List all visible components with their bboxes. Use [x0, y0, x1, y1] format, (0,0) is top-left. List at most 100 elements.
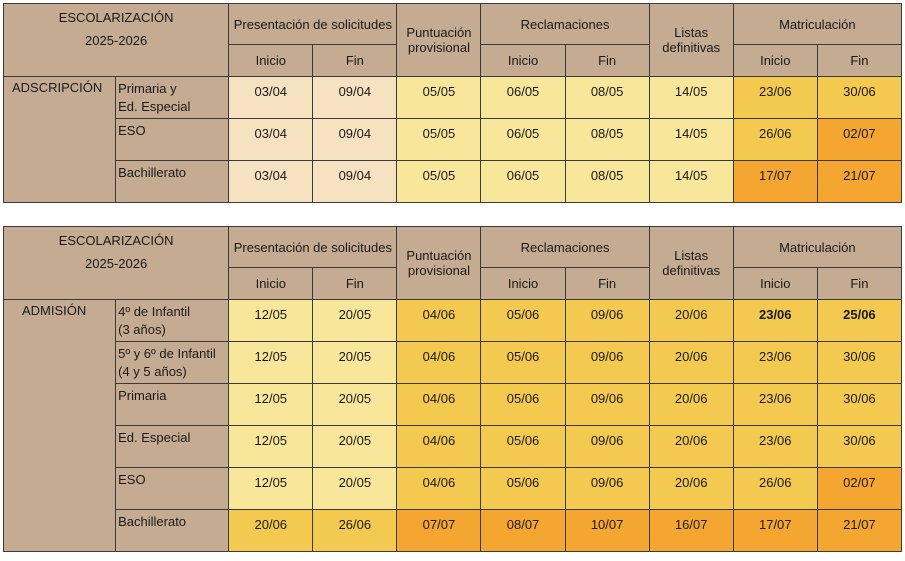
date-cell: 05/06	[480, 383, 566, 426]
title-cell: ESCOLARIZACIÓN 2025-2026	[2, 3, 230, 77]
date-cell: 30/06	[816, 76, 903, 119]
date-cell: 25/06	[816, 299, 903, 342]
header-fin: Fin	[564, 267, 650, 300]
level-label: Ed. Especial	[115, 425, 230, 468]
date-cell: 04/06	[396, 383, 482, 426]
header-puntuacion: Puntuación provisional	[396, 226, 482, 300]
date-cell: 20/06	[648, 467, 734, 510]
date-cell: 14/05	[648, 76, 734, 119]
date-cell: 09/04	[312, 118, 398, 161]
date-cell: 26/06	[732, 118, 818, 161]
date-cell: 26/06	[312, 509, 398, 552]
header-listas-line2: definitivas	[662, 263, 721, 278]
header-fin: Fin	[312, 267, 398, 300]
level-label: Primaria y Ed. Especial	[115, 76, 230, 119]
date-cell: 03/04	[228, 76, 314, 119]
header-matriculacion: Matriculación	[732, 226, 903, 268]
level-line1: ESO	[118, 472, 146, 487]
header-fin: Fin	[312, 44, 398, 77]
level-line1: 5º y 6º de Infantil	[118, 346, 216, 361]
date-cell: 09/06	[564, 341, 650, 384]
date-cell: 04/06	[396, 467, 482, 510]
date-cell: 07/07	[396, 509, 482, 552]
date-cell: 05/05	[396, 118, 482, 161]
date-cell: 23/06	[732, 341, 818, 384]
date-cell: 04/06	[396, 425, 482, 468]
date-cell: 21/07	[816, 509, 903, 552]
date-cell: 09/06	[564, 299, 650, 342]
date-cell: 02/07	[816, 118, 903, 161]
date-cell: 02/07	[816, 467, 903, 510]
date-cell: 23/06	[732, 383, 818, 426]
admision-table: ESCOLARIZACIÓN 2025-2026 Presentación de…	[2, 226, 903, 552]
date-cell: 20/06	[648, 425, 734, 468]
date-cell: 12/05	[228, 467, 314, 510]
level-line2: Ed. Especial	[118, 99, 191, 114]
level-line1: Bachillerato	[118, 514, 187, 529]
title-line2: 2025-2026	[85, 33, 148, 48]
date-cell: 12/05	[228, 341, 314, 384]
date-cell: 23/06	[732, 76, 818, 119]
level-line1: Primaria	[118, 388, 167, 403]
title-cell: ESCOLARIZACIÓN 2025-2026	[2, 226, 230, 300]
date-cell: 08/05	[564, 76, 650, 119]
header-inicio: Inicio	[480, 267, 566, 300]
date-cell: 20/06	[648, 383, 734, 426]
date-cell: 12/05	[228, 383, 314, 426]
level-label: Bachillerato	[115, 160, 230, 203]
header-fin: Fin	[564, 44, 650, 77]
header-listas: Listas definitivas	[648, 3, 734, 77]
header-puntuacion-line2: provisional	[407, 40, 471, 55]
date-cell: 09/06	[564, 425, 650, 468]
header-inicio: Inicio	[228, 267, 314, 300]
date-cell: 14/05	[648, 118, 734, 161]
level-label: ESO	[115, 118, 230, 161]
date-cell: 05/06	[480, 425, 566, 468]
header-listas-line1: Listas	[674, 25, 709, 40]
date-cell: 05/06	[480, 299, 566, 342]
header-inicio: Inicio	[732, 44, 818, 77]
date-cell: 17/07	[732, 509, 818, 552]
date-cell: 20/06	[648, 341, 734, 384]
level-line1: ESO	[118, 123, 146, 138]
level-label: Bachillerato	[115, 509, 230, 552]
level-line1: Primaria y	[118, 81, 177, 96]
date-cell: 21/07	[816, 160, 903, 203]
date-cell: 20/05	[312, 341, 398, 384]
level-line2: (3 años)	[118, 322, 166, 337]
date-cell: 30/06	[816, 341, 903, 384]
date-cell: 08/05	[564, 118, 650, 161]
level-line1: Ed. Especial	[118, 430, 191, 445]
date-cell: 20/06	[648, 299, 734, 342]
header-listas-line2: definitivas	[662, 40, 721, 55]
level-label: 5º y 6º de Infantil (4 y 5 años)	[115, 341, 230, 384]
level-label: ESO	[115, 467, 230, 510]
header-presentacion: Presentación de solicitudes	[228, 226, 398, 268]
level-line1: Bachillerato	[118, 165, 187, 180]
date-cell: 20/06	[228, 509, 314, 552]
date-cell: 05/05	[396, 160, 482, 203]
date-cell: 20/05	[312, 383, 398, 426]
title-line1: ESCOLARIZACIÓN	[58, 10, 174, 25]
section-label-adscripcion: ADSCRIPCIÓN	[2, 76, 117, 203]
date-cell: 08/07	[480, 509, 566, 552]
section-label-admision: ADMISIÓN	[2, 299, 117, 552]
header-puntuacion-line1: Puntuación	[406, 248, 472, 263]
header-inicio: Inicio	[732, 267, 818, 300]
date-cell: 30/06	[816, 425, 903, 468]
date-cell: 30/06	[816, 383, 903, 426]
header-inicio: Inicio	[480, 44, 566, 77]
date-cell: 12/05	[228, 425, 314, 468]
date-cell: 17/07	[732, 160, 818, 203]
date-cell: 09/06	[564, 383, 650, 426]
header-fin: Fin	[816, 267, 903, 300]
adscripcion-table: ESCOLARIZACIÓN 2025-2026 Presentación de…	[2, 3, 903, 203]
header-fin: Fin	[816, 44, 903, 77]
title-line1: ESCOLARIZACIÓN	[58, 233, 174, 248]
date-cell: 03/04	[228, 118, 314, 161]
date-cell: 08/05	[564, 160, 650, 203]
date-cell: 04/06	[396, 299, 482, 342]
date-cell: 04/06	[396, 341, 482, 384]
level-line2: (4 y 5 años)	[118, 364, 187, 379]
date-cell: 23/06	[732, 299, 818, 342]
